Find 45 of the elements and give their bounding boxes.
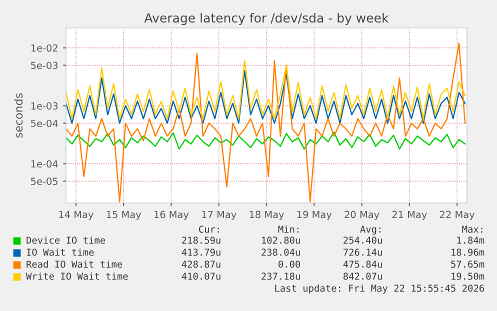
text: 1.84m [457, 236, 484, 244]
legend-label: Device IO time [26, 236, 106, 244]
text: 0.00 [278, 260, 300, 268]
x-tick-label: 20 May [344, 210, 380, 220]
text: 413.79u [182, 248, 220, 256]
line-series [66, 132, 466, 150]
x-tick-label: 15 May [106, 210, 142, 220]
y-axis-title: seconds [14, 93, 23, 138]
text: 57.65m [451, 260, 484, 268]
x-tick-label: 16 May [154, 210, 189, 220]
text: 842.07u [343, 272, 382, 280]
legend-label: Read IO Wait time [26, 260, 122, 268]
legend-label: Write IO Wait time [26, 272, 128, 280]
text: 428.87u [182, 260, 220, 268]
line-series [66, 70, 466, 124]
y-tick-label: 5e-04 [31, 120, 58, 128]
text: 18.96m [452, 248, 484, 256]
chart-title: Average latency for /dev/sda - by week [144, 12, 389, 26]
text: 238.04u [262, 248, 300, 256]
y-tick-label: 5e-05 [31, 178, 58, 185]
y-tick-label: 5e-03 [31, 62, 58, 70]
x-tick-label: 19 May [297, 210, 332, 220]
text: 19.50m [452, 272, 484, 280]
x-tick-label: 21 May [392, 210, 427, 220]
x-tick-label: 17 May [202, 210, 236, 220]
text: 218.59u [182, 236, 220, 244]
text: 410.07u [182, 272, 220, 280]
y-tick-label: 1e-02 [31, 44, 58, 52]
text: 237.18u [262, 272, 300, 280]
x-tick-label: 18 May [250, 210, 284, 220]
text: Min: [278, 225, 298, 233]
text: Last update: Fri May 22 15:55:45 2026 [275, 284, 484, 294]
text: 726.14u [344, 248, 382, 256]
legend-label: IO Wait time [26, 248, 94, 256]
text: 475.84u [343, 260, 382, 268]
y-tick-label: 1e-03 [31, 102, 58, 110]
text: Max: [462, 226, 482, 233]
line-series [66, 60, 466, 120]
x-tick-label: 22 May [440, 210, 475, 220]
text: Avg: [360, 226, 380, 235]
text: Cur: [199, 226, 219, 233]
text: 102.80u [262, 236, 300, 244]
y-tick-label: 1e-04 [31, 160, 58, 168]
text: 254.40u [344, 236, 382, 244]
x-tick-label: 14 May [59, 210, 94, 220]
